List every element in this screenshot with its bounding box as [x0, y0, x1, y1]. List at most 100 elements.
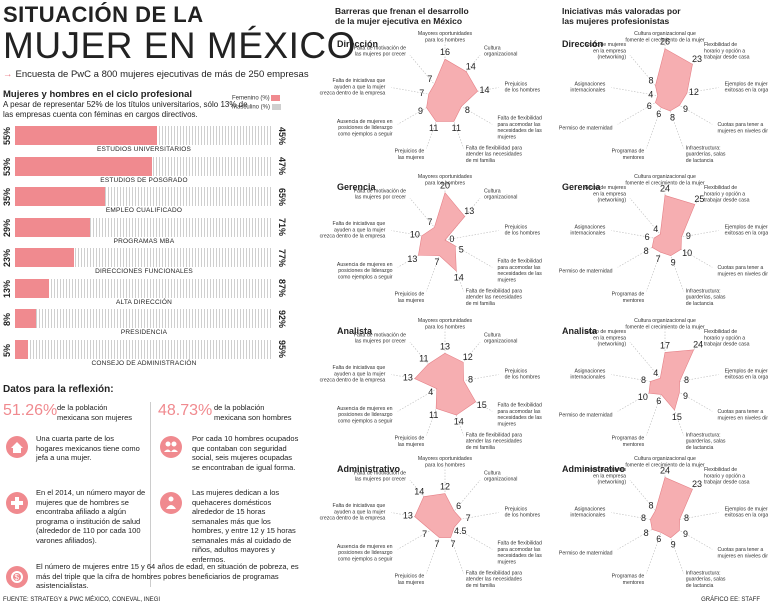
radar-axis-label: Infraestructura: guarderías, salas de lact…	[686, 571, 726, 589]
radar-axis-label: Infraestructura: guarderías, salas de lact…	[686, 146, 726, 164]
bar-row: 23% 77% DIRECCIONES FUNCIONALES	[2, 248, 297, 275]
bar-male-label: 92%	[277, 309, 287, 328]
bar-row: 29% 71% PROGRAMAS MBA	[2, 217, 297, 245]
radar-axis-label: Asignaciones internacionales	[570, 81, 605, 93]
radar-value: 9	[671, 257, 676, 267]
radar-axis-label: Prejuicios de los hombres	[505, 368, 541, 380]
radar-axis-label: Mayores oportunidades para los hombres	[418, 318, 473, 330]
radar-value: 13	[403, 372, 413, 382]
radar-title: Gerencia	[562, 182, 602, 192]
radar-value: 24	[660, 465, 670, 475]
bar-female-fill	[15, 339, 28, 359]
source-note: FUENTE: STRATEGY & PWC MÉXICO, CONEVAL, …	[3, 597, 161, 603]
radar-polygon	[648, 349, 695, 411]
radar-axis-label: Falta de flexibilidad para atender las ne…	[466, 571, 523, 589]
stat-men-pct: 48.73%	[158, 402, 213, 419]
radar-value: 8	[644, 246, 649, 256]
radar-axis-label: Infraestructura: guarderías, salas de lact…	[686, 289, 726, 307]
barreras-heading-line1: Barreras que frenan el desarrollo	[335, 6, 469, 16]
radar-axis-label: Falta de flexibilidad para atender las ne…	[466, 146, 523, 164]
radar-value: 9	[683, 391, 688, 401]
bar-female-fill	[15, 248, 75, 267]
radar-value: 6	[656, 534, 661, 544]
radar-title: Administrativo	[337, 464, 401, 474]
radar-value: 7	[434, 257, 439, 267]
bar-male-label: 47%	[277, 157, 287, 176]
bar-row: 35% 65% EMPLEO CUALIFICADO	[2, 187, 297, 214]
radar-value: 7	[422, 529, 427, 539]
radar-value: 8	[644, 528, 649, 538]
radar-value: 17	[660, 340, 670, 350]
radar-axis-label: Mayores oportunidades para los hombres	[418, 456, 473, 468]
radar-polygon	[650, 477, 693, 539]
radar-value: 8	[648, 75, 653, 85]
people-icon	[160, 436, 182, 458]
barreras-heading: Barreras que frenan el desarrollo de la …	[335, 6, 469, 26]
radar-axis	[611, 87, 666, 98]
radar-value: 24	[660, 183, 670, 193]
radar-axis-label: Cultura organizacional que fomente el cre…	[625, 456, 705, 468]
radar-value: 9	[683, 104, 688, 114]
radar-value: 8	[684, 375, 689, 385]
radar-axis-label: Permiso de maternidad	[559, 268, 613, 274]
radar-polygon	[654, 48, 693, 112]
radar-value: 8	[641, 375, 646, 385]
page-title-line1: SITUACIÓN DE LA	[3, 2, 204, 27]
section-title: Mujeres y hombres en el ciclo profesiona…	[3, 89, 193, 100]
radar-axis-label: Prejuicios de los hombres	[505, 224, 541, 236]
stat-women-text: de la población mexicana son mujeres	[57, 403, 133, 422]
radar-value: 13	[440, 341, 450, 351]
radar-axis-label: Falta de flexibilidad para atender las ne…	[466, 433, 523, 451]
radar-axis	[444, 230, 499, 241]
radar-value: 7	[451, 539, 456, 549]
radar-axis-label: Prejuicios de las mujeres	[395, 149, 425, 161]
radar-axis-label: Ausencia de mujeres en posiciones de lide…	[337, 119, 393, 137]
bar-female-fill	[15, 187, 106, 206]
bar-category-label: PRESIDENCIA	[120, 329, 168, 336]
radar-value: 9	[686, 231, 691, 241]
radar-axis-label: Cultura organizacional que fomente el cre…	[625, 318, 705, 330]
bar-track	[15, 126, 273, 145]
stat-women-pct: 51.26%	[3, 402, 58, 419]
radar-axis-label: Programas de mentores	[612, 436, 645, 448]
radar-value: 13	[464, 206, 474, 216]
bar-female-fill	[15, 278, 49, 298]
stat-women: 51.26% de la población mexicana son muje…	[3, 402, 153, 422]
radar-value: 4	[648, 89, 653, 99]
radar-value: 6	[656, 396, 661, 406]
bar-category-label: CONSEJO DE ADMINISTRACIÓN	[91, 359, 197, 367]
bar-male-label: 77%	[277, 248, 287, 267]
radar-value: 25	[694, 194, 704, 204]
radar-value: 7	[434, 539, 439, 549]
radar-axis-label: Programas de mentores	[612, 149, 645, 161]
radar-value: 23	[692, 479, 702, 489]
radar-axis-label: Programas de mentores	[612, 292, 645, 304]
radar-polygon	[426, 58, 478, 122]
radar-value: 13	[403, 510, 413, 520]
radar-axis-label: Ejemplos de mujeresexitosas en la organi…	[725, 81, 768, 93]
fact-1: Una cuarta parte de los hogares mexicano…	[36, 434, 140, 462]
radar-value: 26	[660, 37, 670, 47]
divider	[150, 402, 151, 587]
stat-men: 48.73% de la población mexicana son homb…	[158, 402, 308, 422]
radar-axis-label: Grupo de mujeres en la empresa (networking…	[585, 467, 627, 485]
radar-axis-label: Cultura organizacional que fomente el cre…	[625, 174, 705, 186]
radar-axis-label: Falta de motivación de las mujeres por cr…	[354, 188, 406, 200]
radar-axis-label: Prejuicios de las mujeres	[395, 436, 425, 448]
bar-female-fill	[15, 217, 90, 237]
svg-text:$: $	[15, 573, 20, 582]
radar-value: 7	[466, 513, 471, 523]
radar-value: 11	[452, 123, 461, 133]
radar-value: 24	[693, 339, 703, 349]
radar-value: 10	[638, 392, 648, 402]
radar-value: 10	[682, 248, 692, 258]
radar-axis-label: Cultura organizacional	[484, 45, 517, 57]
radar-axis-label: Asignaciones internacionales	[570, 224, 605, 236]
radar-value: 11	[429, 123, 438, 133]
radar-value: 7	[427, 217, 432, 227]
radar-axis-label: Permiso de maternidad	[559, 550, 613, 556]
radar-value: 20	[440, 181, 450, 191]
radar-value: 7	[427, 74, 432, 84]
radar-axis-label: Prejuicios de los hombres	[505, 506, 541, 518]
